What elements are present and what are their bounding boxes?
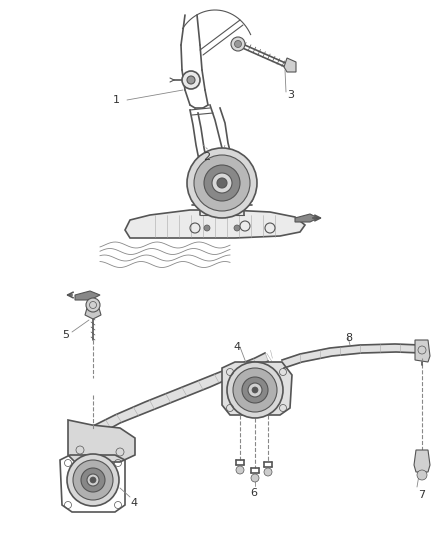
Polygon shape — [125, 210, 305, 238]
Polygon shape — [415, 340, 430, 362]
Circle shape — [417, 470, 427, 480]
Circle shape — [234, 41, 241, 47]
Circle shape — [236, 466, 244, 474]
Circle shape — [217, 178, 227, 188]
Circle shape — [81, 468, 105, 492]
Circle shape — [86, 298, 100, 312]
Polygon shape — [295, 214, 318, 222]
Text: 6: 6 — [250, 488, 257, 498]
Circle shape — [182, 71, 200, 89]
Circle shape — [227, 362, 283, 418]
Text: 4: 4 — [130, 498, 137, 508]
Circle shape — [194, 155, 250, 211]
Circle shape — [90, 477, 96, 483]
Polygon shape — [85, 308, 101, 319]
Polygon shape — [68, 420, 135, 462]
Circle shape — [212, 173, 232, 193]
Circle shape — [187, 148, 257, 218]
Polygon shape — [222, 362, 292, 415]
Circle shape — [264, 468, 272, 476]
Text: 7: 7 — [418, 490, 425, 500]
Circle shape — [187, 76, 195, 84]
Circle shape — [204, 165, 240, 201]
Circle shape — [67, 454, 119, 506]
Circle shape — [73, 460, 113, 500]
Text: 1: 1 — [113, 95, 120, 105]
Text: 2: 2 — [203, 152, 210, 162]
Circle shape — [234, 225, 240, 231]
Circle shape — [87, 474, 99, 486]
Text: 8: 8 — [345, 333, 352, 343]
Polygon shape — [75, 291, 100, 300]
Circle shape — [233, 368, 277, 412]
Polygon shape — [414, 450, 430, 472]
Text: 4: 4 — [233, 342, 240, 352]
Circle shape — [251, 474, 259, 482]
Circle shape — [204, 225, 210, 231]
Polygon shape — [82, 353, 268, 443]
Polygon shape — [284, 58, 296, 72]
Text: 3: 3 — [287, 90, 294, 100]
Circle shape — [248, 383, 262, 397]
Circle shape — [231, 37, 245, 51]
Circle shape — [252, 387, 258, 393]
Polygon shape — [282, 344, 422, 368]
Circle shape — [242, 377, 268, 403]
Text: 5: 5 — [62, 330, 69, 340]
